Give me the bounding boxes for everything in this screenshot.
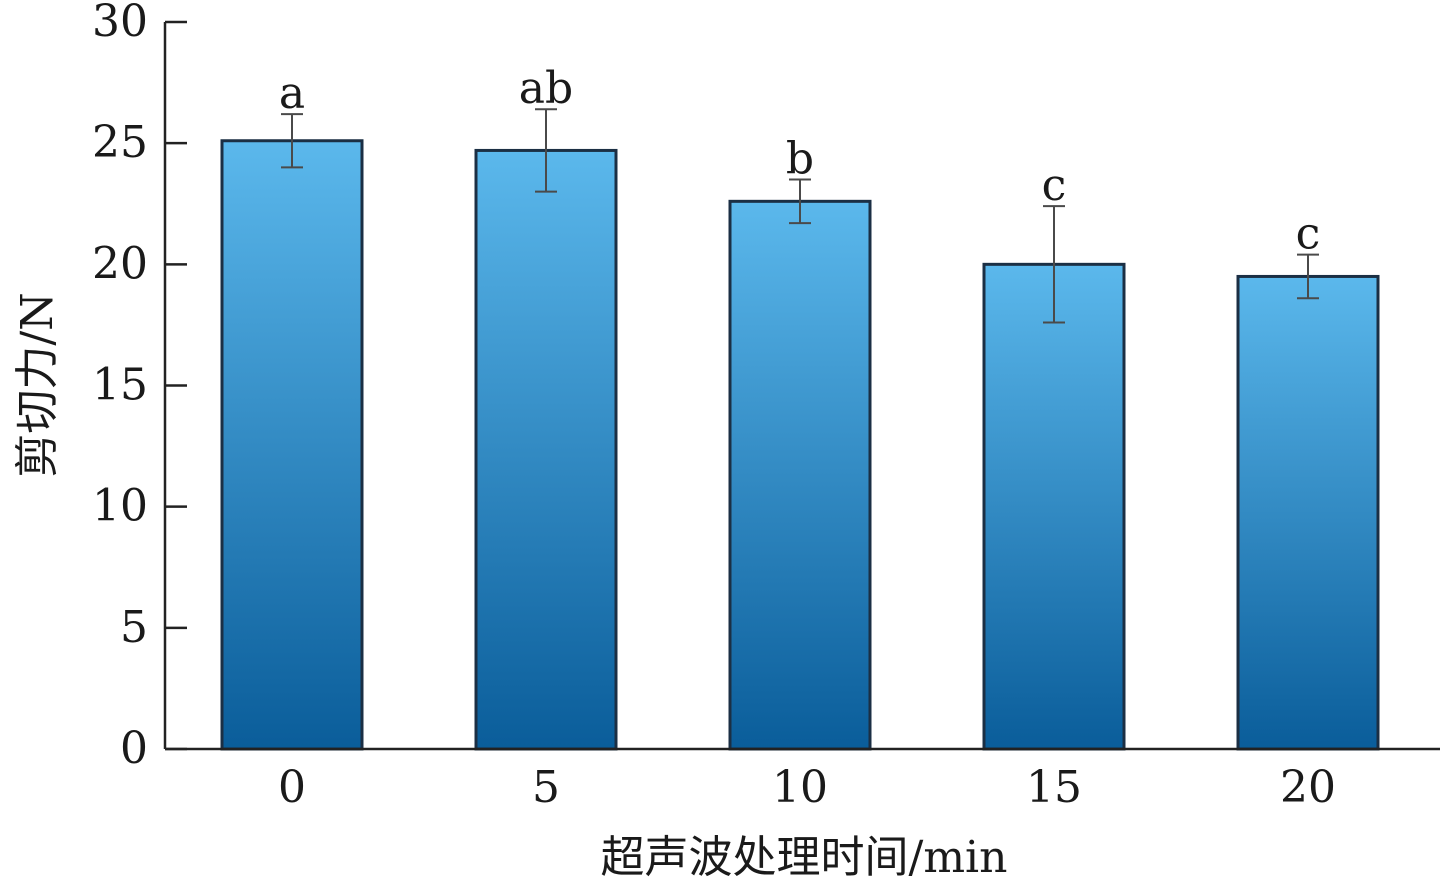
significance-label-15: c: [1042, 160, 1067, 211]
significance-label-5: ab: [519, 63, 573, 114]
error-bars-layer: [281, 108, 1319, 324]
bar-15: [982, 262, 1126, 751]
y-axis-title: 剪切力/N: [12, 292, 63, 477]
x-tick-label-20: 20: [1280, 762, 1336, 813]
bar-5: [474, 148, 618, 751]
y-tick-label-15: 15: [92, 360, 148, 411]
y-tick-label-25: 25: [92, 117, 148, 168]
y-tick-label-20: 20: [92, 238, 148, 289]
x-axis-title: 超声波处理时间/min: [601, 832, 1008, 883]
bar-0: [220, 139, 364, 751]
y-tick-label-10: 10: [92, 481, 148, 532]
x-tick-label-15: 15: [1026, 762, 1082, 813]
x-tick-label-0: 0: [278, 762, 306, 813]
significance-label-0: a: [279, 68, 305, 119]
significance-label-20: c: [1296, 209, 1321, 260]
axes-layer: 0 5 10 15 20 0 5 10 15 20 25 30: [92, 0, 1440, 813]
significance-labels-layer: a ab b c c: [279, 63, 1320, 259]
x-tick-label-5: 5: [532, 762, 560, 813]
bar-20: [1236, 274, 1380, 751]
y-tick-label-5: 5: [120, 602, 148, 653]
x-tick-label-10: 10: [772, 762, 828, 813]
significance-label-10: b: [786, 134, 814, 185]
y-tick-label-0: 0: [120, 723, 148, 774]
bars-layer: [220, 139, 1380, 751]
bar-10: [728, 199, 872, 751]
y-tick-label-30: 30: [92, 0, 148, 47]
